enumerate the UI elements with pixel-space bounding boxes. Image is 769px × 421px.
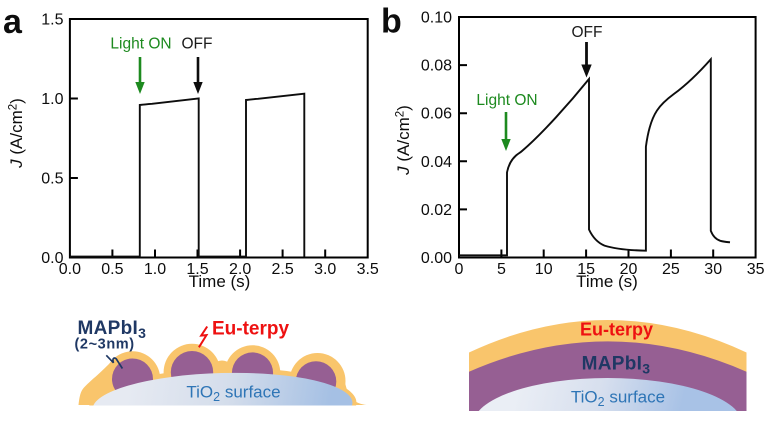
svg-text:a: a	[3, 3, 23, 41]
svg-text:Light ON: Light ON	[476, 92, 537, 109]
svg-text:Eu-terpy: Eu-terpy	[212, 319, 290, 340]
svg-text:0: 0	[455, 261, 464, 278]
svg-text:Eu-terpy: Eu-terpy	[580, 320, 653, 340]
svg-text:J (A/cm2): J (A/cm2)	[394, 105, 413, 176]
svg-text:0.06: 0.06	[421, 106, 452, 123]
svg-text:1.5: 1.5	[186, 261, 208, 278]
svg-text:b: b	[381, 3, 402, 41]
svg-text:TiO2 surface: TiO2 surface	[186, 383, 280, 405]
svg-text:2.0: 2.0	[229, 261, 251, 278]
svg-text:0.0: 0.0	[41, 250, 63, 267]
svg-text:0.5: 0.5	[41, 171, 63, 188]
svg-text:35: 35	[747, 261, 765, 278]
svg-text:10: 10	[535, 261, 553, 278]
svg-text:25: 25	[662, 261, 680, 278]
svg-text:30: 30	[704, 261, 722, 278]
svg-text:15: 15	[577, 261, 595, 278]
svg-text:0.10: 0.10	[421, 10, 452, 27]
svg-text:0.04: 0.04	[421, 154, 452, 171]
svg-text:MAPbI3: MAPbI3	[582, 354, 651, 377]
svg-text:MAPbI3: MAPbI3	[78, 318, 147, 341]
svg-text:20: 20	[620, 261, 638, 278]
svg-text:0.5: 0.5	[101, 261, 123, 278]
svg-text:OFF: OFF	[572, 24, 603, 41]
svg-text:1.0: 1.0	[144, 261, 166, 278]
svg-text:(2~3nm): (2~3nm)	[75, 337, 135, 353]
svg-text:0.02: 0.02	[421, 202, 452, 219]
svg-text:1.0: 1.0	[41, 91, 63, 108]
svg-text:Time (s): Time (s)	[576, 272, 638, 291]
svg-text:J (A/cm2): J (A/cm2)	[7, 98, 26, 169]
svg-text:0.08: 0.08	[421, 58, 452, 75]
svg-text:2.5: 2.5	[271, 261, 293, 278]
svg-text:3.0: 3.0	[314, 261, 336, 278]
svg-text:1.5: 1.5	[41, 12, 63, 29]
svg-text:OFF: OFF	[182, 36, 213, 53]
svg-text:0.0: 0.0	[59, 261, 81, 278]
svg-text:Light ON: Light ON	[110, 36, 171, 53]
svg-text:Time (s): Time (s)	[189, 272, 251, 291]
svg-text:3.5: 3.5	[357, 261, 379, 278]
svg-text:0.00: 0.00	[421, 250, 452, 267]
svg-text:5: 5	[497, 261, 506, 278]
svg-text:TiO2 surface: TiO2 surface	[571, 388, 665, 410]
